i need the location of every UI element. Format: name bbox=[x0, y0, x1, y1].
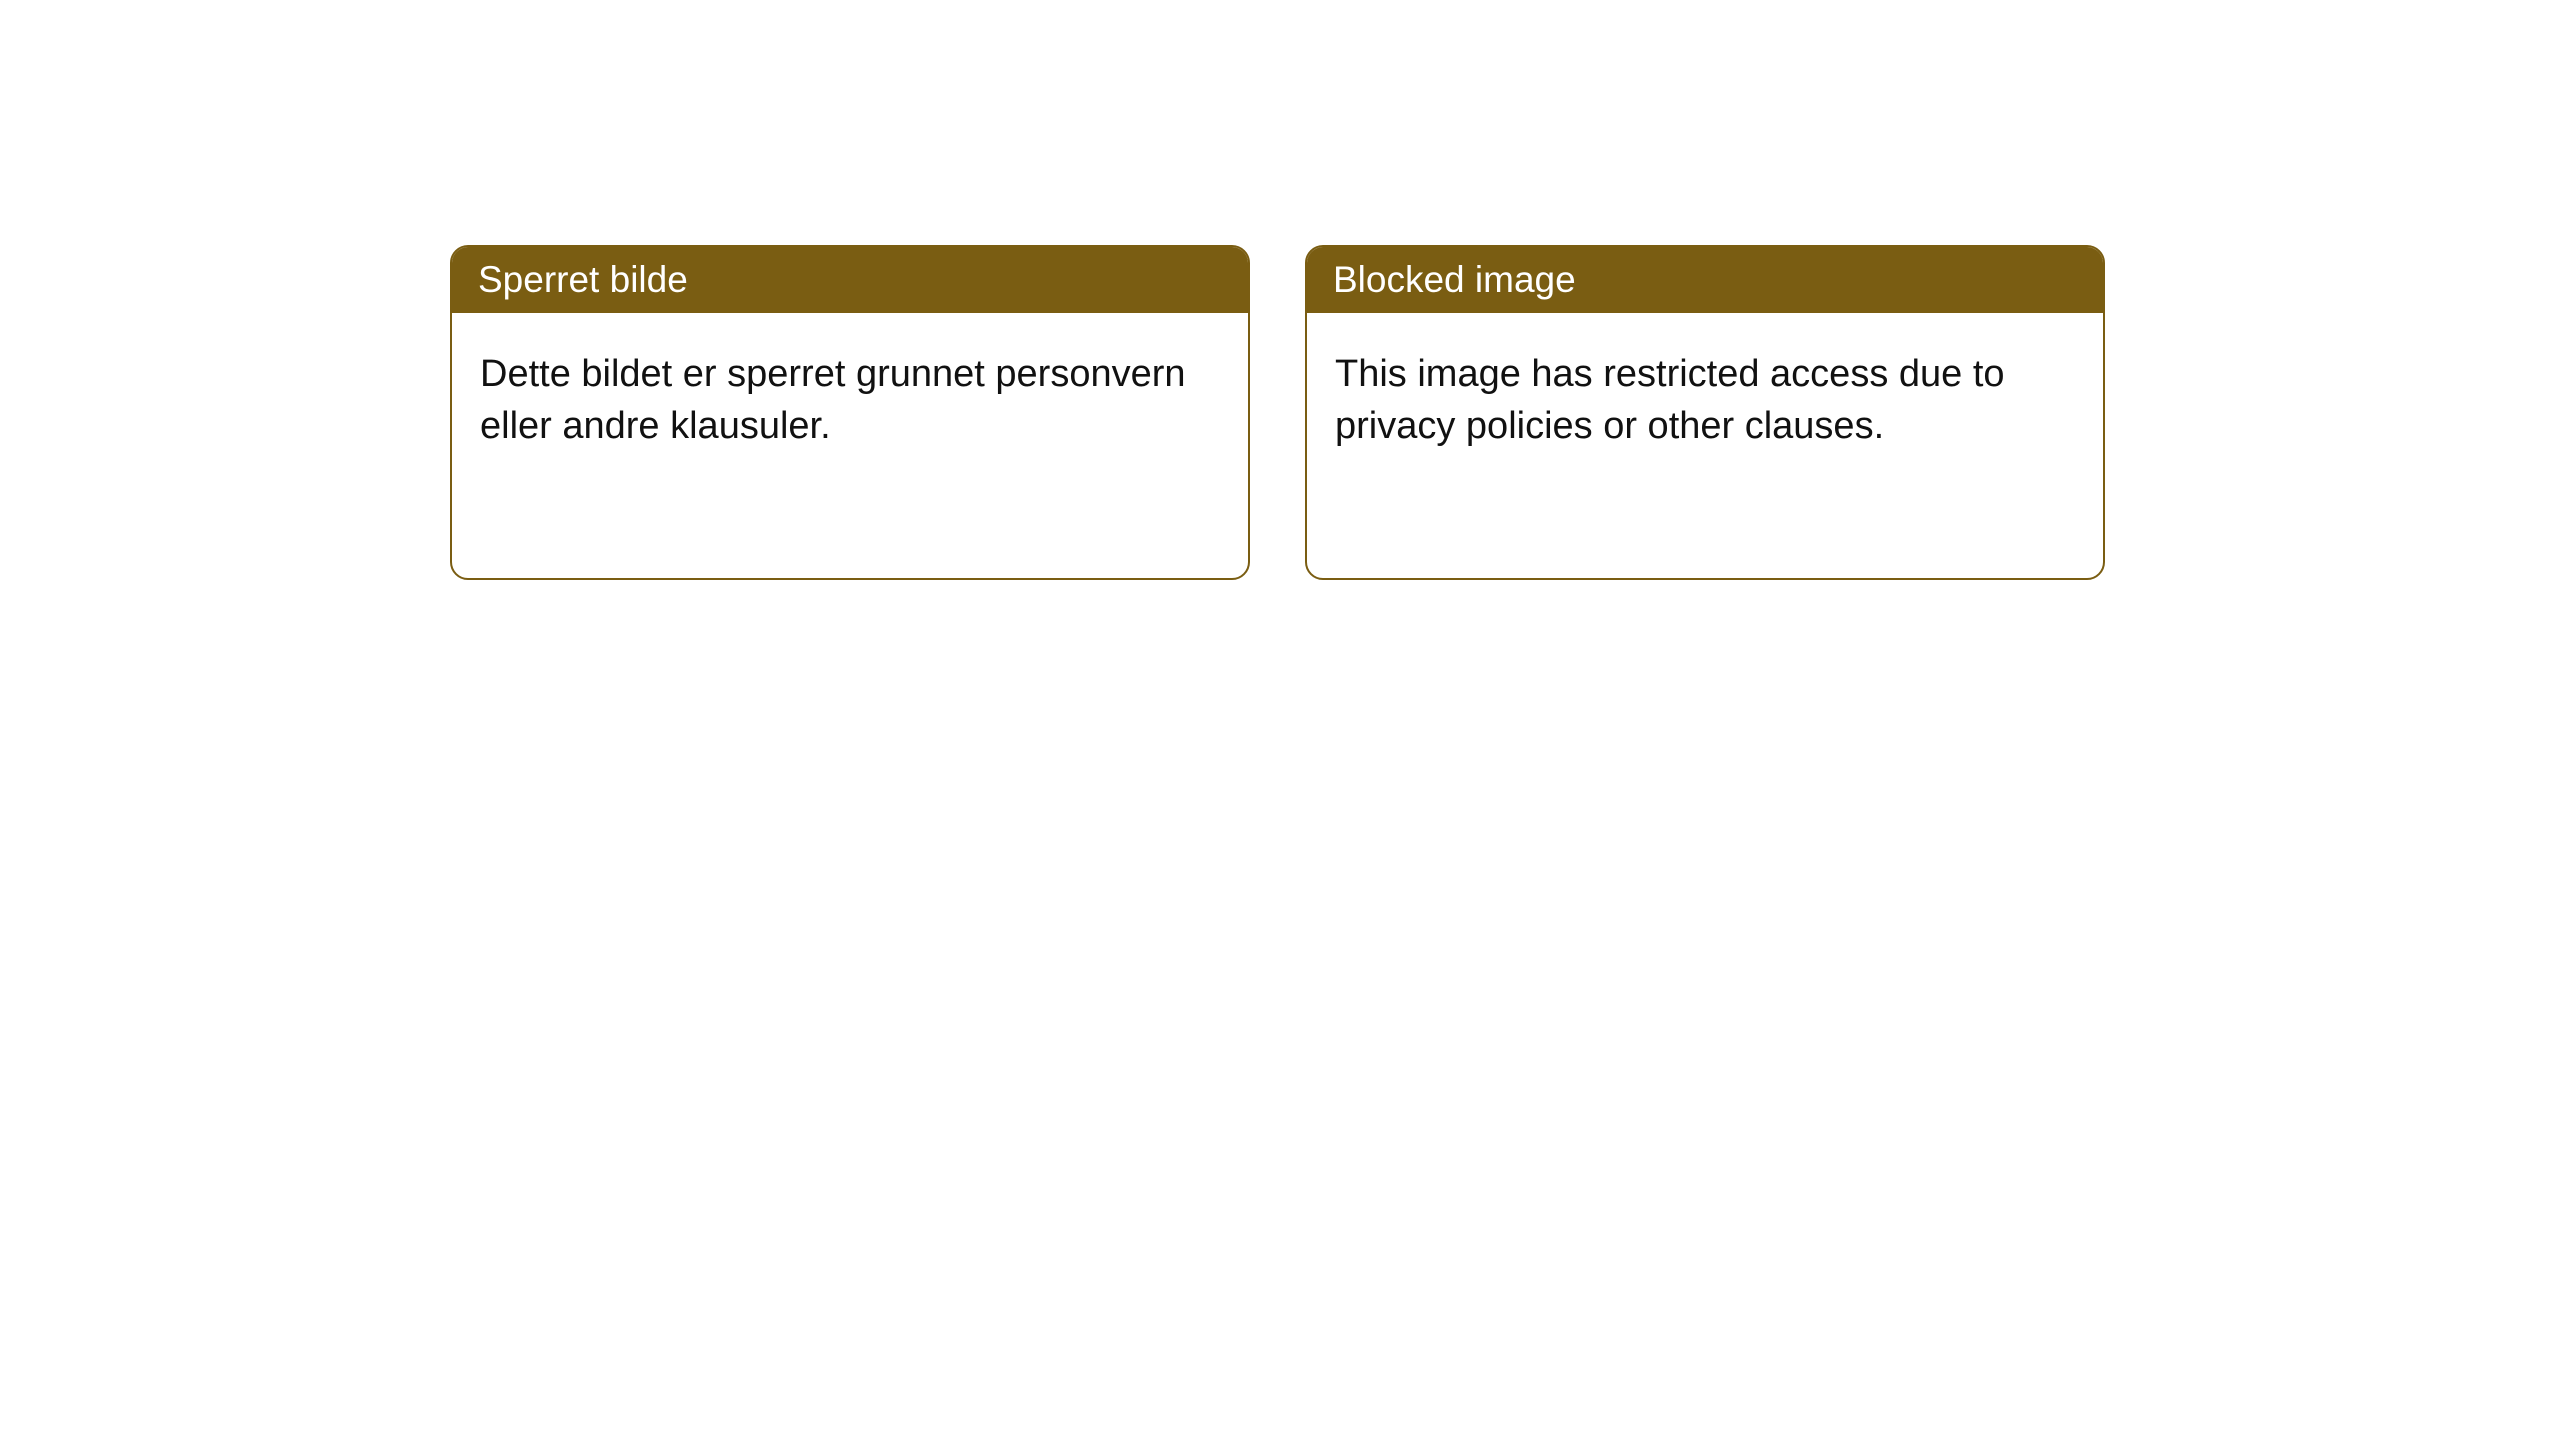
notice-title: Sperret bilde bbox=[478, 259, 688, 300]
notice-body-text: Dette bildet er sperret grunnet personve… bbox=[480, 353, 1186, 447]
notice-card-body: This image has restricted access due to … bbox=[1307, 313, 2103, 488]
notice-card-english: Blocked image This image has restricted … bbox=[1305, 245, 2105, 580]
notice-title: Blocked image bbox=[1333, 259, 1576, 300]
notice-body-text: This image has restricted access due to … bbox=[1335, 353, 2005, 447]
notice-card-header: Sperret bilde bbox=[452, 247, 1248, 313]
notice-card-norwegian: Sperret bilde Dette bildet er sperret gr… bbox=[450, 245, 1250, 580]
notice-cards-container: Sperret bilde Dette bildet er sperret gr… bbox=[450, 245, 2105, 580]
notice-card-header: Blocked image bbox=[1307, 247, 2103, 313]
notice-card-body: Dette bildet er sperret grunnet personve… bbox=[452, 313, 1248, 488]
